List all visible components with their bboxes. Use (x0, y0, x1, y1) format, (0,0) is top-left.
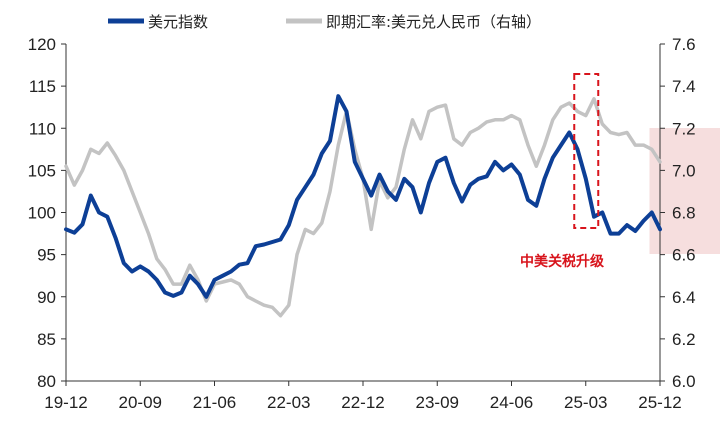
x-tick-label: 24-06 (490, 393, 533, 412)
legend-label: 即期汇率:美元兑人民币（右轴） (326, 13, 541, 31)
annotation-label: 中美关税升级 (520, 253, 605, 270)
series-layer (64, 94, 662, 318)
highlight-band-layer (649, 128, 720, 254)
x-tick-label: 23-09 (416, 393, 459, 412)
right-tick-label: 7.4 (672, 77, 696, 96)
left-tick-label: 85 (37, 330, 56, 349)
right-tick-label: 7.0 (672, 161, 696, 180)
right-tick-label: 6.6 (672, 246, 696, 265)
left-tick-label: 90 (37, 288, 56, 307)
left-tick-label: 110 (29, 119, 56, 138)
x-tick-label: 19-12 (44, 393, 87, 412)
legend-label: 美元指数 (148, 13, 208, 31)
x-tick-label: 25-12 (638, 393, 681, 412)
right-tick-label: 6.0 (672, 372, 696, 391)
annotation-layer: 中美关税升级 (520, 73, 605, 270)
right-tick-label: 7.2 (672, 119, 696, 138)
annotation-box (573, 73, 600, 229)
highlight-band (649, 128, 720, 254)
right-tick-label: 7.6 (672, 35, 696, 54)
x-tick-label: 20-09 (119, 393, 162, 412)
x-tick-label: 22-03 (267, 393, 310, 412)
legend: 美元指数 即期汇率:美元兑人民币（右轴） (108, 13, 541, 31)
right-tick-label: 6.2 (672, 330, 696, 349)
right-tick-label: 6.4 (672, 288, 696, 307)
x-tick-label: 21-06 (193, 393, 236, 412)
x-tick-label: 22-12 (341, 393, 384, 412)
left-tick-label: 80 (37, 372, 56, 391)
left-tick-label: 95 (37, 246, 56, 265)
axes: 80 85 90 95 100 105 110 115 120 6.0 6.2 6.4 6.6 6.8 7.… (28, 35, 696, 412)
x-tick-label: 25-03 (564, 393, 607, 412)
left-tick-label: 100 (28, 204, 56, 223)
left-tick-label: 115 (29, 77, 56, 96)
right-tick-label: 6.8 (672, 204, 696, 223)
left-tick-label: 105 (28, 161, 56, 180)
left-tick-label: 120 (28, 35, 56, 54)
series-line-1 (64, 94, 662, 299)
